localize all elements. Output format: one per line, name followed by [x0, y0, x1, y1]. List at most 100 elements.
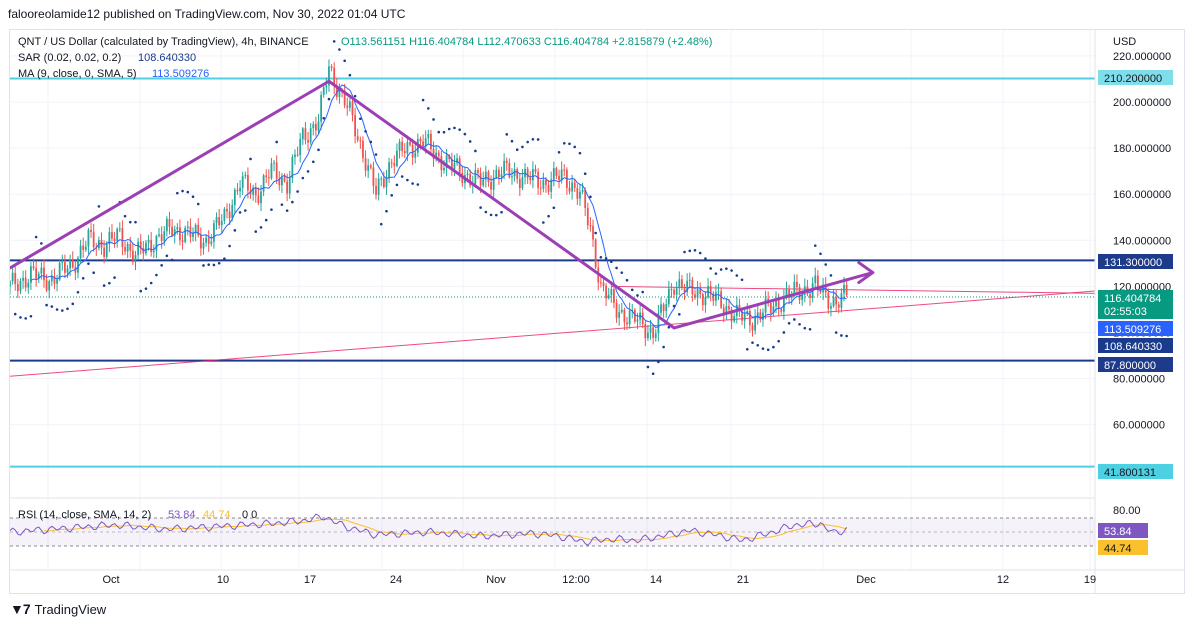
sar-dot [709, 267, 712, 270]
candle-body [623, 309, 626, 323]
candle-body [602, 282, 605, 286]
sar-dot [787, 321, 791, 325]
candle-body [654, 333, 657, 338]
svg-text:210.200000: 210.200000 [1104, 73, 1162, 85]
badge-rsi: 53.84 [1098, 523, 1148, 538]
candle-body [301, 128, 304, 140]
candle-body [424, 138, 427, 147]
sar-dot [714, 272, 718, 275]
candle-body [294, 154, 296, 157]
sar-dot [385, 209, 388, 213]
candle-body [176, 227, 179, 230]
candle-body [482, 179, 485, 186]
sar-dot [782, 331, 786, 334]
legend-sar-label: SAR (0.02, 0.02, 0.2) [18, 52, 121, 64]
sar-dot [646, 365, 650, 369]
sar-dot [698, 251, 702, 255]
candle-body [686, 280, 689, 293]
price-chart[interactable]: QNT / US Dollar (calculated by TradingVi… [8, 30, 1184, 593]
candle-body [194, 224, 197, 234]
trendline-fall[interactable] [327, 79, 676, 330]
candle-body [265, 175, 268, 178]
sar-dot [740, 278, 744, 282]
sar-dot [238, 211, 242, 214]
candle-body [503, 160, 506, 175]
candle-body [432, 149, 435, 159]
candle-body [571, 182, 574, 192]
candle-body [307, 139, 309, 143]
candle-body [19, 280, 22, 292]
candle-body [179, 227, 181, 241]
sar-dot [359, 117, 362, 121]
sar-dot [437, 130, 441, 134]
candle-body [270, 163, 273, 179]
candle-body [526, 168, 529, 178]
publisher-header: falooreolamide12 published on TradingVie… [8, 7, 406, 21]
legend-ma-label: MA (9, close, 0, SMA, 5) [18, 68, 137, 80]
candle-body [252, 187, 255, 195]
candle-body [495, 169, 498, 178]
sar-dot [390, 194, 394, 197]
sar-dot [24, 317, 27, 320]
candle-body [560, 169, 563, 181]
sar-dot [599, 255, 603, 259]
purple-trendlines[interactable] [8, 79, 875, 330]
sar-dot [662, 345, 665, 349]
candle-body [592, 225, 594, 240]
candle-body [453, 163, 456, 170]
sar-dot [735, 274, 739, 277]
sar-dot [610, 260, 613, 263]
candle-body [484, 171, 487, 180]
sar-dot [50, 305, 54, 308]
sar-dot [630, 288, 634, 292]
sar-dot [547, 214, 550, 218]
candle-body [573, 182, 576, 188]
sar-dot [400, 175, 404, 178]
candle-body [837, 304, 840, 308]
candle-body [401, 141, 404, 152]
candle-body [111, 232, 113, 239]
candle-body [281, 177, 283, 186]
sar-dot [667, 326, 671, 329]
sar-dot [275, 140, 278, 144]
candle-body [116, 228, 119, 241]
time-tick: 10 [217, 574, 229, 586]
candle-body [552, 168, 555, 180]
candle-body [103, 247, 106, 257]
candle-body [683, 287, 686, 293]
candle-body [181, 240, 184, 242]
badge-level-210: 210.200000 [1098, 70, 1173, 85]
candle-body [529, 177, 532, 181]
candle-body [129, 243, 132, 251]
time-tick: 19 [1084, 574, 1096, 586]
candle-body [670, 288, 673, 290]
candle-body [66, 268, 69, 273]
candle-body [832, 297, 835, 307]
candle-body [419, 138, 422, 142]
sar-dot [379, 222, 383, 226]
candle-body [435, 152, 438, 159]
candle-body [134, 255, 137, 263]
sar-dot [447, 127, 451, 131]
candle-body [343, 90, 346, 106]
sar-dot [834, 331, 838, 334]
sar-dot [40, 242, 43, 245]
trendline-rise[interactable] [8, 79, 331, 270]
sar-dot [144, 287, 148, 290]
candle-body [199, 235, 202, 249]
candle-body [87, 229, 90, 247]
sar-dot [693, 249, 697, 252]
candle-body [403, 151, 406, 154]
candle-body [296, 154, 299, 156]
candle-body [568, 187, 571, 192]
sar-dot [824, 263, 828, 266]
trendline-rebound[interactable] [672, 271, 875, 330]
badge-ma: 113.509276 [1098, 321, 1173, 336]
candle-body [22, 277, 24, 281]
svg-text:87.800000: 87.800000 [1104, 360, 1156, 372]
sar-dot [353, 94, 357, 98]
sar-dot [526, 140, 529, 144]
candle-body [641, 312, 644, 325]
sar-dot [442, 130, 446, 134]
sar-dot [160, 264, 163, 267]
